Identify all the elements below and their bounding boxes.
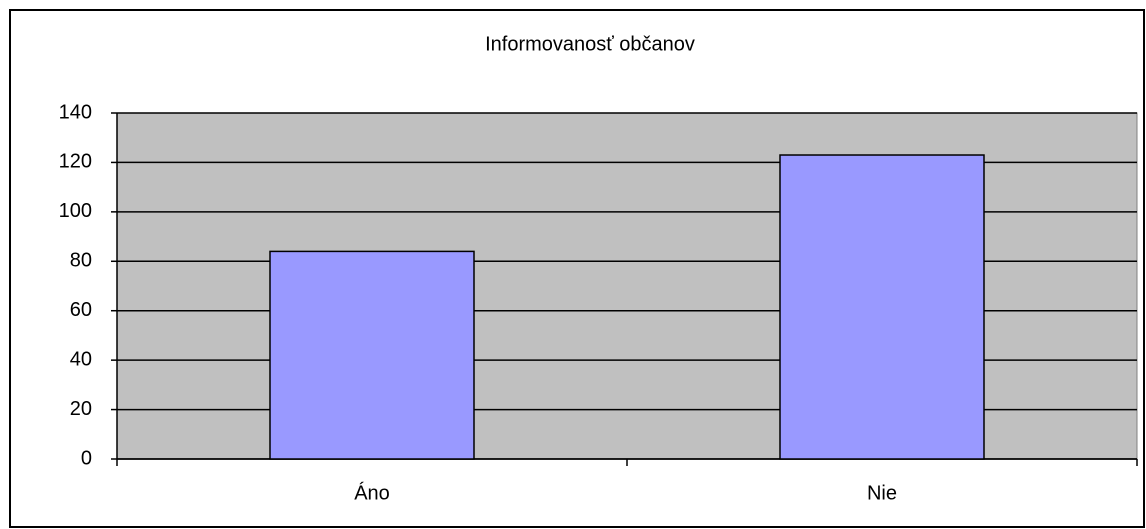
bar	[269, 250, 475, 460]
y-tick-label: 40	[70, 348, 92, 370]
y-tick-label: 0	[81, 447, 92, 469]
y-tick-label: 60	[70, 299, 92, 321]
bar	[779, 154, 985, 460]
y-tick-label: 20	[70, 398, 92, 420]
y-tick-label: 100	[59, 200, 92, 222]
x-tick-label: Nie	[867, 482, 897, 504]
y-tick-label: 140	[59, 101, 92, 123]
chart-title: Informovanosť občanov	[485, 33, 695, 55]
x-tick-label: Áno	[354, 481, 390, 504]
y-tick-label: 80	[70, 250, 92, 272]
y-tick-label: 120	[59, 151, 92, 173]
